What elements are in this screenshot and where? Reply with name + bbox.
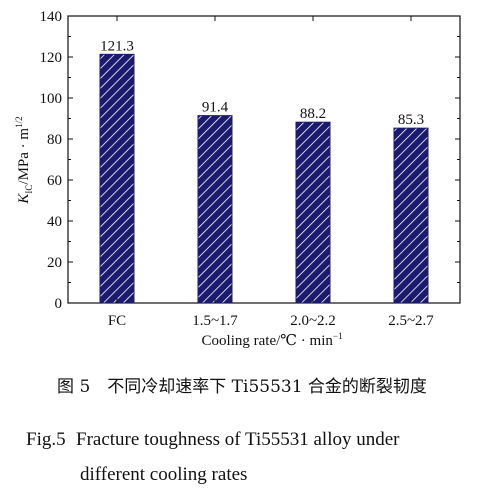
bar (295, 121, 331, 304)
x-tick-label: 2.5~2.7 (388, 313, 434, 329)
caption-line-1: Fig.5 Fracture toughness of Ti55531 alloy… (26, 422, 476, 457)
data-label: 85.3 (398, 112, 424, 128)
y-tick-label: 80 (47, 132, 62, 148)
y-tick-label: 20 (47, 255, 62, 271)
bar (99, 53, 135, 304)
y-tick-label: 100 (40, 91, 63, 107)
y-tick-label: 40 (47, 214, 62, 230)
caption-title-line-1: Fracture toughness of Ti55531 alloy unde… (76, 429, 400, 450)
figure-number: Fig.5 (26, 429, 66, 450)
data-label: 91.4 (202, 100, 229, 116)
x-tick-label: 2.0~2.2 (290, 313, 336, 329)
data-label: 121.3 (100, 38, 134, 54)
y-tick-label: 120 (40, 50, 63, 66)
y-axis-label: KIC/MPa · m1/2 (14, 116, 34, 204)
plot-area: 0 20 40 60 80 100 120 140 121.3 FC 91.4 1.5~1.7 88.2… (40, 9, 461, 329)
bar-chart: 0 20 40 60 80 100 120 140 121.3 FC 91.4 1.5~1.7 88.2… (14, 9, 461, 349)
caption-title-line-2: different cooling rates (80, 464, 248, 485)
figure-caption-chinese: 图 5 不同冷却速率下 Ti55531 合金的断裂韧度 (57, 377, 427, 397)
bar (197, 115, 233, 304)
data-label: 88.2 (300, 106, 326, 122)
bar (393, 127, 429, 304)
figure-caption-english: Fig.5 Fracture toughness of Ti55531 alloy… (26, 422, 476, 492)
x-tick-label: FC (108, 313, 126, 329)
x-tick-label: 1.5~1.7 (192, 313, 238, 329)
x-axis-label: Cooling rate/℃ · min−1 (202, 331, 343, 349)
y-tick-label: 0 (55, 296, 63, 312)
y-tick-label: 140 (40, 9, 63, 25)
y-tick-label: 60 (47, 173, 62, 189)
